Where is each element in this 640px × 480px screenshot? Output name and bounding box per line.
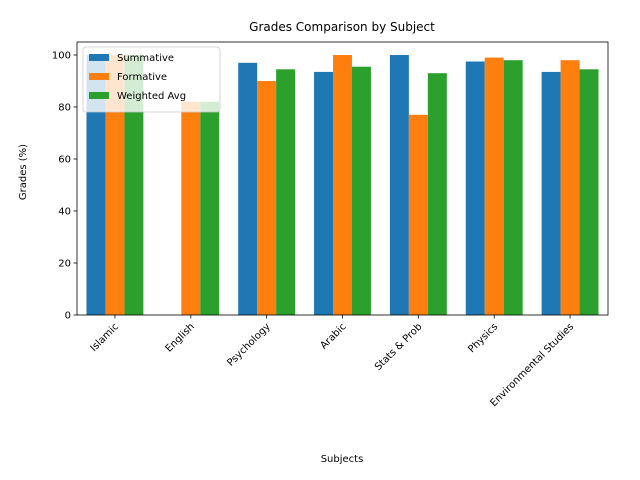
y-tick-label-100: 100 xyxy=(52,51,71,62)
bar-summative-3 xyxy=(314,71,334,316)
chart-title: Grades Comparison by Subject xyxy=(249,20,435,34)
y-tick-label-20: 20 xyxy=(58,259,71,270)
legend: Summative Formative Weighted Avg xyxy=(82,46,221,113)
legend-box xyxy=(82,46,221,113)
bar-weighted-avg-4 xyxy=(427,73,447,315)
legend-swatch-1 xyxy=(89,73,109,80)
bar-formative-5 xyxy=(484,57,504,315)
bar-summative-6 xyxy=(541,71,561,316)
bar-weighted-avg-3 xyxy=(351,66,371,315)
bar-summative-2 xyxy=(238,62,258,315)
y-axis-label: Grades (%) xyxy=(18,144,29,200)
legend-label-1: Formative xyxy=(117,72,167,83)
bar-summative-0 xyxy=(86,55,106,315)
legend-label-2: Weighted Avg xyxy=(117,91,186,102)
bar-weighted-avg-5 xyxy=(503,60,523,316)
bar-formative-1 xyxy=(181,101,201,315)
bar-weighted-avg-0 xyxy=(124,55,144,315)
bar-weighted-avg-2 xyxy=(276,69,296,315)
legend-label-0: Summative xyxy=(117,53,174,64)
y-tick-label-60: 60 xyxy=(58,155,71,166)
y-tick-label-0: 0 xyxy=(65,311,71,322)
bar-formative-6 xyxy=(560,60,580,316)
y-tick-label-80: 80 xyxy=(58,103,71,114)
legend-swatch-0 xyxy=(89,54,109,61)
legend-swatch-2 xyxy=(89,92,109,99)
bar-formative-2 xyxy=(257,81,277,315)
bar-summative-5 xyxy=(465,61,485,315)
bar-weighted-avg-1 xyxy=(200,101,220,315)
bar-summative-4 xyxy=(389,55,409,315)
bar-weighted-avg-6 xyxy=(579,69,599,315)
bar-formative-0 xyxy=(105,55,125,315)
bar-formative-3 xyxy=(333,55,352,315)
x-axis-label: Subjects xyxy=(321,454,364,465)
y-tick-label-40: 40 xyxy=(58,207,71,218)
bar-formative-4 xyxy=(408,114,428,315)
